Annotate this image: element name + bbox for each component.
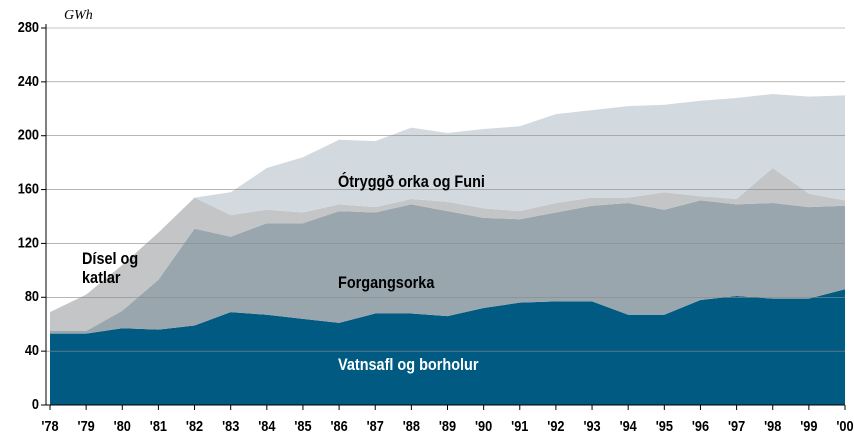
x-tick-label: '97 [728,417,745,434]
x-tick-label: '83 [222,417,239,434]
area [50,93,845,313]
series-label: Ótryggð orka og Funi [338,172,485,191]
series-label: Vatnsafl og borholur [338,355,479,374]
x-tick-label: '92 [547,417,564,434]
area [50,289,845,405]
x-tick-label: '78 [41,417,58,434]
y-axis-label: GWh [64,8,93,23]
series-label: Forgangsorka [338,273,435,292]
area [50,168,845,331]
x-tick-label: '90 [475,417,492,434]
x-tick-label: '88 [403,417,420,434]
y-tick-label: 120 [18,233,39,250]
y-tick-label: 0 [32,395,39,412]
y-tick-label: 80 [25,287,39,304]
x-tick-label: '82 [186,417,203,434]
x-tick-label: '81 [150,417,167,434]
x-tick-label: '00 [836,417,853,434]
x-tick-label: '80 [114,417,131,434]
y-tick-label: 160 [18,180,39,197]
x-tick-label: '89 [439,417,456,434]
x-tick-label: '94 [620,417,637,434]
y-tick-label: 200 [18,126,39,143]
series-label: Dísel og katlar [82,249,139,287]
y-tick-label: 40 [25,341,39,358]
x-tick-label: '96 [692,417,709,434]
x-tick-label: '98 [764,417,781,434]
x-tick-label: '93 [583,417,600,434]
x-tick-label: '86 [330,417,347,434]
x-tick-label: '84 [258,417,275,434]
x-tick-label: '85 [294,417,311,434]
y-tick-label: 240 [18,72,39,89]
x-tick-label: '99 [800,417,817,434]
x-tick-label: '91 [511,417,528,434]
area [50,200,845,334]
y-tick-label: 280 [18,18,39,35]
x-tick-label: '95 [656,417,673,434]
x-tick-label: '87 [367,417,384,434]
x-tick-label: '79 [78,417,95,434]
